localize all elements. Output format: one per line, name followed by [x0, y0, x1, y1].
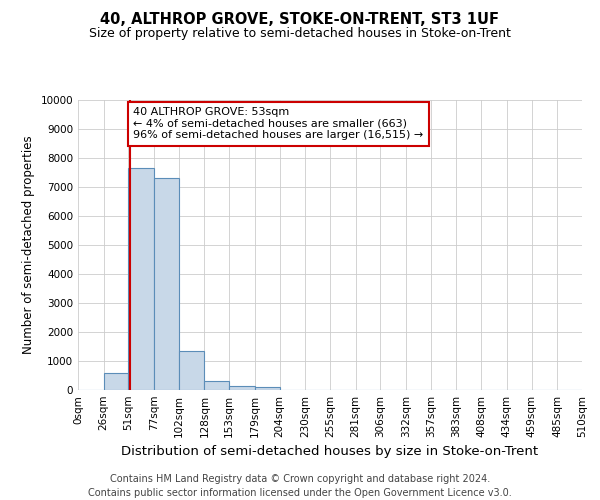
Y-axis label: Number of semi-detached properties: Number of semi-detached properties [22, 136, 35, 354]
Bar [205, 380, 229, 390]
Bar [229, 386, 255, 390]
X-axis label: Distribution of semi-detached houses by size in Stoke-on-Trent: Distribution of semi-detached houses by … [121, 446, 539, 458]
Text: 40, ALTHROP GROVE, STOKE-ON-TRENT, ST3 1UF: 40, ALTHROP GROVE, STOKE-ON-TRENT, ST3 1… [101, 12, 499, 28]
Bar [255, 388, 280, 390]
Bar [104, 372, 128, 390]
Text: Contains HM Land Registry data © Crown copyright and database right 2024.
Contai: Contains HM Land Registry data © Crown c… [88, 474, 512, 498]
Bar [128, 168, 154, 390]
Text: 40 ALTHROP GROVE: 53sqm
← 4% of semi-detached houses are smaller (663)
96% of se: 40 ALTHROP GROVE: 53sqm ← 4% of semi-det… [133, 108, 424, 140]
Bar [154, 178, 179, 390]
Text: Size of property relative to semi-detached houses in Stoke-on-Trent: Size of property relative to semi-detach… [89, 28, 511, 40]
Bar [179, 351, 205, 390]
